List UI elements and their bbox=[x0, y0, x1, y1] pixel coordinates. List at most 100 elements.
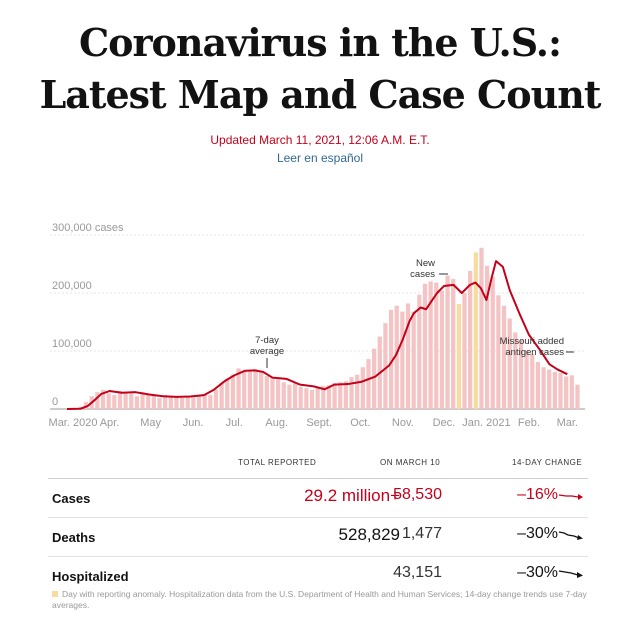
daily-case-bar bbox=[530, 353, 535, 409]
daily-case-bar bbox=[484, 265, 490, 409]
spanish-link[interactable]: Leer en español bbox=[276, 151, 364, 165]
daily-case-bar bbox=[490, 276, 495, 409]
daily-case-bar bbox=[479, 247, 484, 409]
stats-row-hospitalized: Hospitalized 43,151 –30% bbox=[48, 557, 588, 595]
daily-case-bar bbox=[575, 384, 580, 409]
daily-case-bar bbox=[146, 393, 151, 409]
annotation-label: cases bbox=[410, 269, 435, 280]
daily-case-bar bbox=[129, 393, 134, 409]
y-tick-label: 200,000 bbox=[52, 280, 92, 292]
daily-case-bar bbox=[304, 388, 309, 409]
row-name: Hospitalized bbox=[52, 569, 129, 584]
annotation-label: Missouri added bbox=[500, 336, 564, 347]
daily-case-bar bbox=[496, 295, 501, 409]
daily-case-bar bbox=[106, 393, 111, 409]
annotation-label: antigen cases bbox=[505, 347, 564, 358]
daily-case-bar bbox=[535, 362, 541, 409]
daily-case-bar bbox=[95, 392, 100, 409]
daily-case-bar bbox=[247, 370, 252, 409]
daily-case-bar bbox=[163, 395, 168, 409]
annotation-label: 7-day bbox=[255, 335, 279, 346]
daily-case-bar bbox=[383, 323, 388, 409]
x-tick-label: Dec. bbox=[433, 417, 456, 429]
daily-case-bar bbox=[462, 293, 467, 409]
daily-case-bar bbox=[230, 374, 236, 409]
daily-case-bar bbox=[112, 395, 117, 409]
stats-row-deaths: Deaths 528,829 1,477 –30% bbox=[48, 518, 588, 557]
daily-case-bar bbox=[117, 391, 123, 409]
header-14-day-change: 14-DAY CHANGE bbox=[512, 458, 583, 467]
deaths-trend-icon bbox=[558, 531, 583, 540]
daily-case-bar bbox=[242, 370, 247, 409]
daily-case-bar bbox=[343, 381, 349, 409]
daily-case-bar bbox=[151, 395, 156, 409]
daily-case-bar bbox=[558, 373, 563, 409]
daily-case-bar bbox=[360, 367, 365, 409]
daily-case-bar bbox=[349, 377, 354, 409]
x-tick-label: Apr. bbox=[100, 417, 120, 429]
daily-case-bar bbox=[208, 395, 213, 409]
daily-case-bar bbox=[309, 389, 315, 409]
daily-case-bar bbox=[321, 385, 326, 409]
daily-case-bar bbox=[315, 388, 320, 409]
daily-case-bar bbox=[439, 290, 445, 409]
daily-case-bar bbox=[332, 382, 337, 409]
daily-case-bar bbox=[456, 304, 461, 409]
daily-case-bar bbox=[518, 339, 524, 409]
daily-case-bar bbox=[428, 281, 433, 409]
y-tick-label: 0 bbox=[52, 396, 58, 408]
x-tick-label: Oct. bbox=[350, 417, 370, 429]
daily-case-bar bbox=[405, 303, 411, 409]
cases-chart: 300,000 cases 200,000 100,000 0 Mar. 2020 Ap… bbox=[49, 222, 585, 429]
daily-case-bar bbox=[168, 396, 173, 409]
daily-case-bar bbox=[179, 397, 185, 409]
daily-case-bar bbox=[292, 383, 298, 409]
row-name: Deaths bbox=[52, 530, 96, 545]
x-tick-label: Jan. 2021 bbox=[462, 417, 510, 429]
footnote: Day with reporting anomaly. Hospitalizat… bbox=[52, 589, 592, 611]
daily-case-bar bbox=[287, 384, 292, 409]
deaths-day: 1,477 bbox=[401, 525, 442, 542]
row-name: Cases bbox=[52, 491, 91, 506]
daily-case-bar bbox=[191, 397, 196, 409]
deaths-total: 528,829 bbox=[338, 525, 400, 544]
daily-case-bar bbox=[468, 270, 473, 409]
daily-case-bar bbox=[140, 392, 145, 409]
x-tick-label: Jun. bbox=[183, 417, 204, 429]
headline-line-2: Latest Map and Case Count bbox=[39, 72, 602, 117]
daily-case-bar bbox=[417, 294, 422, 409]
daily-case-bar bbox=[564, 376, 569, 409]
anomaly-swatch bbox=[52, 591, 58, 597]
daily-case-bar bbox=[388, 309, 394, 409]
header-on-march-10: ON MARCH 10 bbox=[380, 458, 441, 467]
seven-day-average-line bbox=[66, 260, 568, 410]
stats-header-row: TOTAL REPORTED ON MARCH 10 14-DAY CHANGE bbox=[48, 450, 588, 479]
daily-case-bar bbox=[445, 275, 450, 409]
deaths-change: –30% bbox=[517, 525, 558, 542]
daily-case-bar bbox=[569, 375, 574, 409]
daily-case-bar bbox=[355, 374, 360, 409]
daily-case-bar bbox=[253, 368, 258, 409]
x-tick-label: May bbox=[140, 417, 161, 429]
hospitalized-change: –30% bbox=[517, 564, 558, 581]
daily-case-bar bbox=[541, 367, 546, 409]
daily-case-bar bbox=[123, 391, 128, 409]
daily-case-bar bbox=[100, 389, 106, 409]
daily-case-bar bbox=[213, 389, 219, 409]
daily-case-bar bbox=[451, 279, 456, 409]
daily-case-bar bbox=[157, 397, 162, 409]
daily-case-bar bbox=[434, 282, 439, 409]
daily-case-bar bbox=[196, 396, 202, 409]
headline-line-1: Coronavirus in the U.S.: bbox=[78, 20, 562, 65]
daily-case-bar bbox=[366, 359, 371, 409]
x-tick-label: Jul. bbox=[226, 417, 243, 429]
cases-total: 29.2 million+ bbox=[304, 486, 400, 505]
daily-case-bar bbox=[422, 283, 428, 409]
x-tick-label: Mar. bbox=[557, 417, 578, 429]
x-tick-label: Sept. bbox=[306, 417, 332, 429]
daily-case-bar bbox=[185, 396, 190, 409]
daily-case-bar bbox=[338, 382, 343, 409]
daily-case-bar bbox=[174, 397, 179, 409]
x-tick-label: Aug. bbox=[265, 417, 288, 429]
